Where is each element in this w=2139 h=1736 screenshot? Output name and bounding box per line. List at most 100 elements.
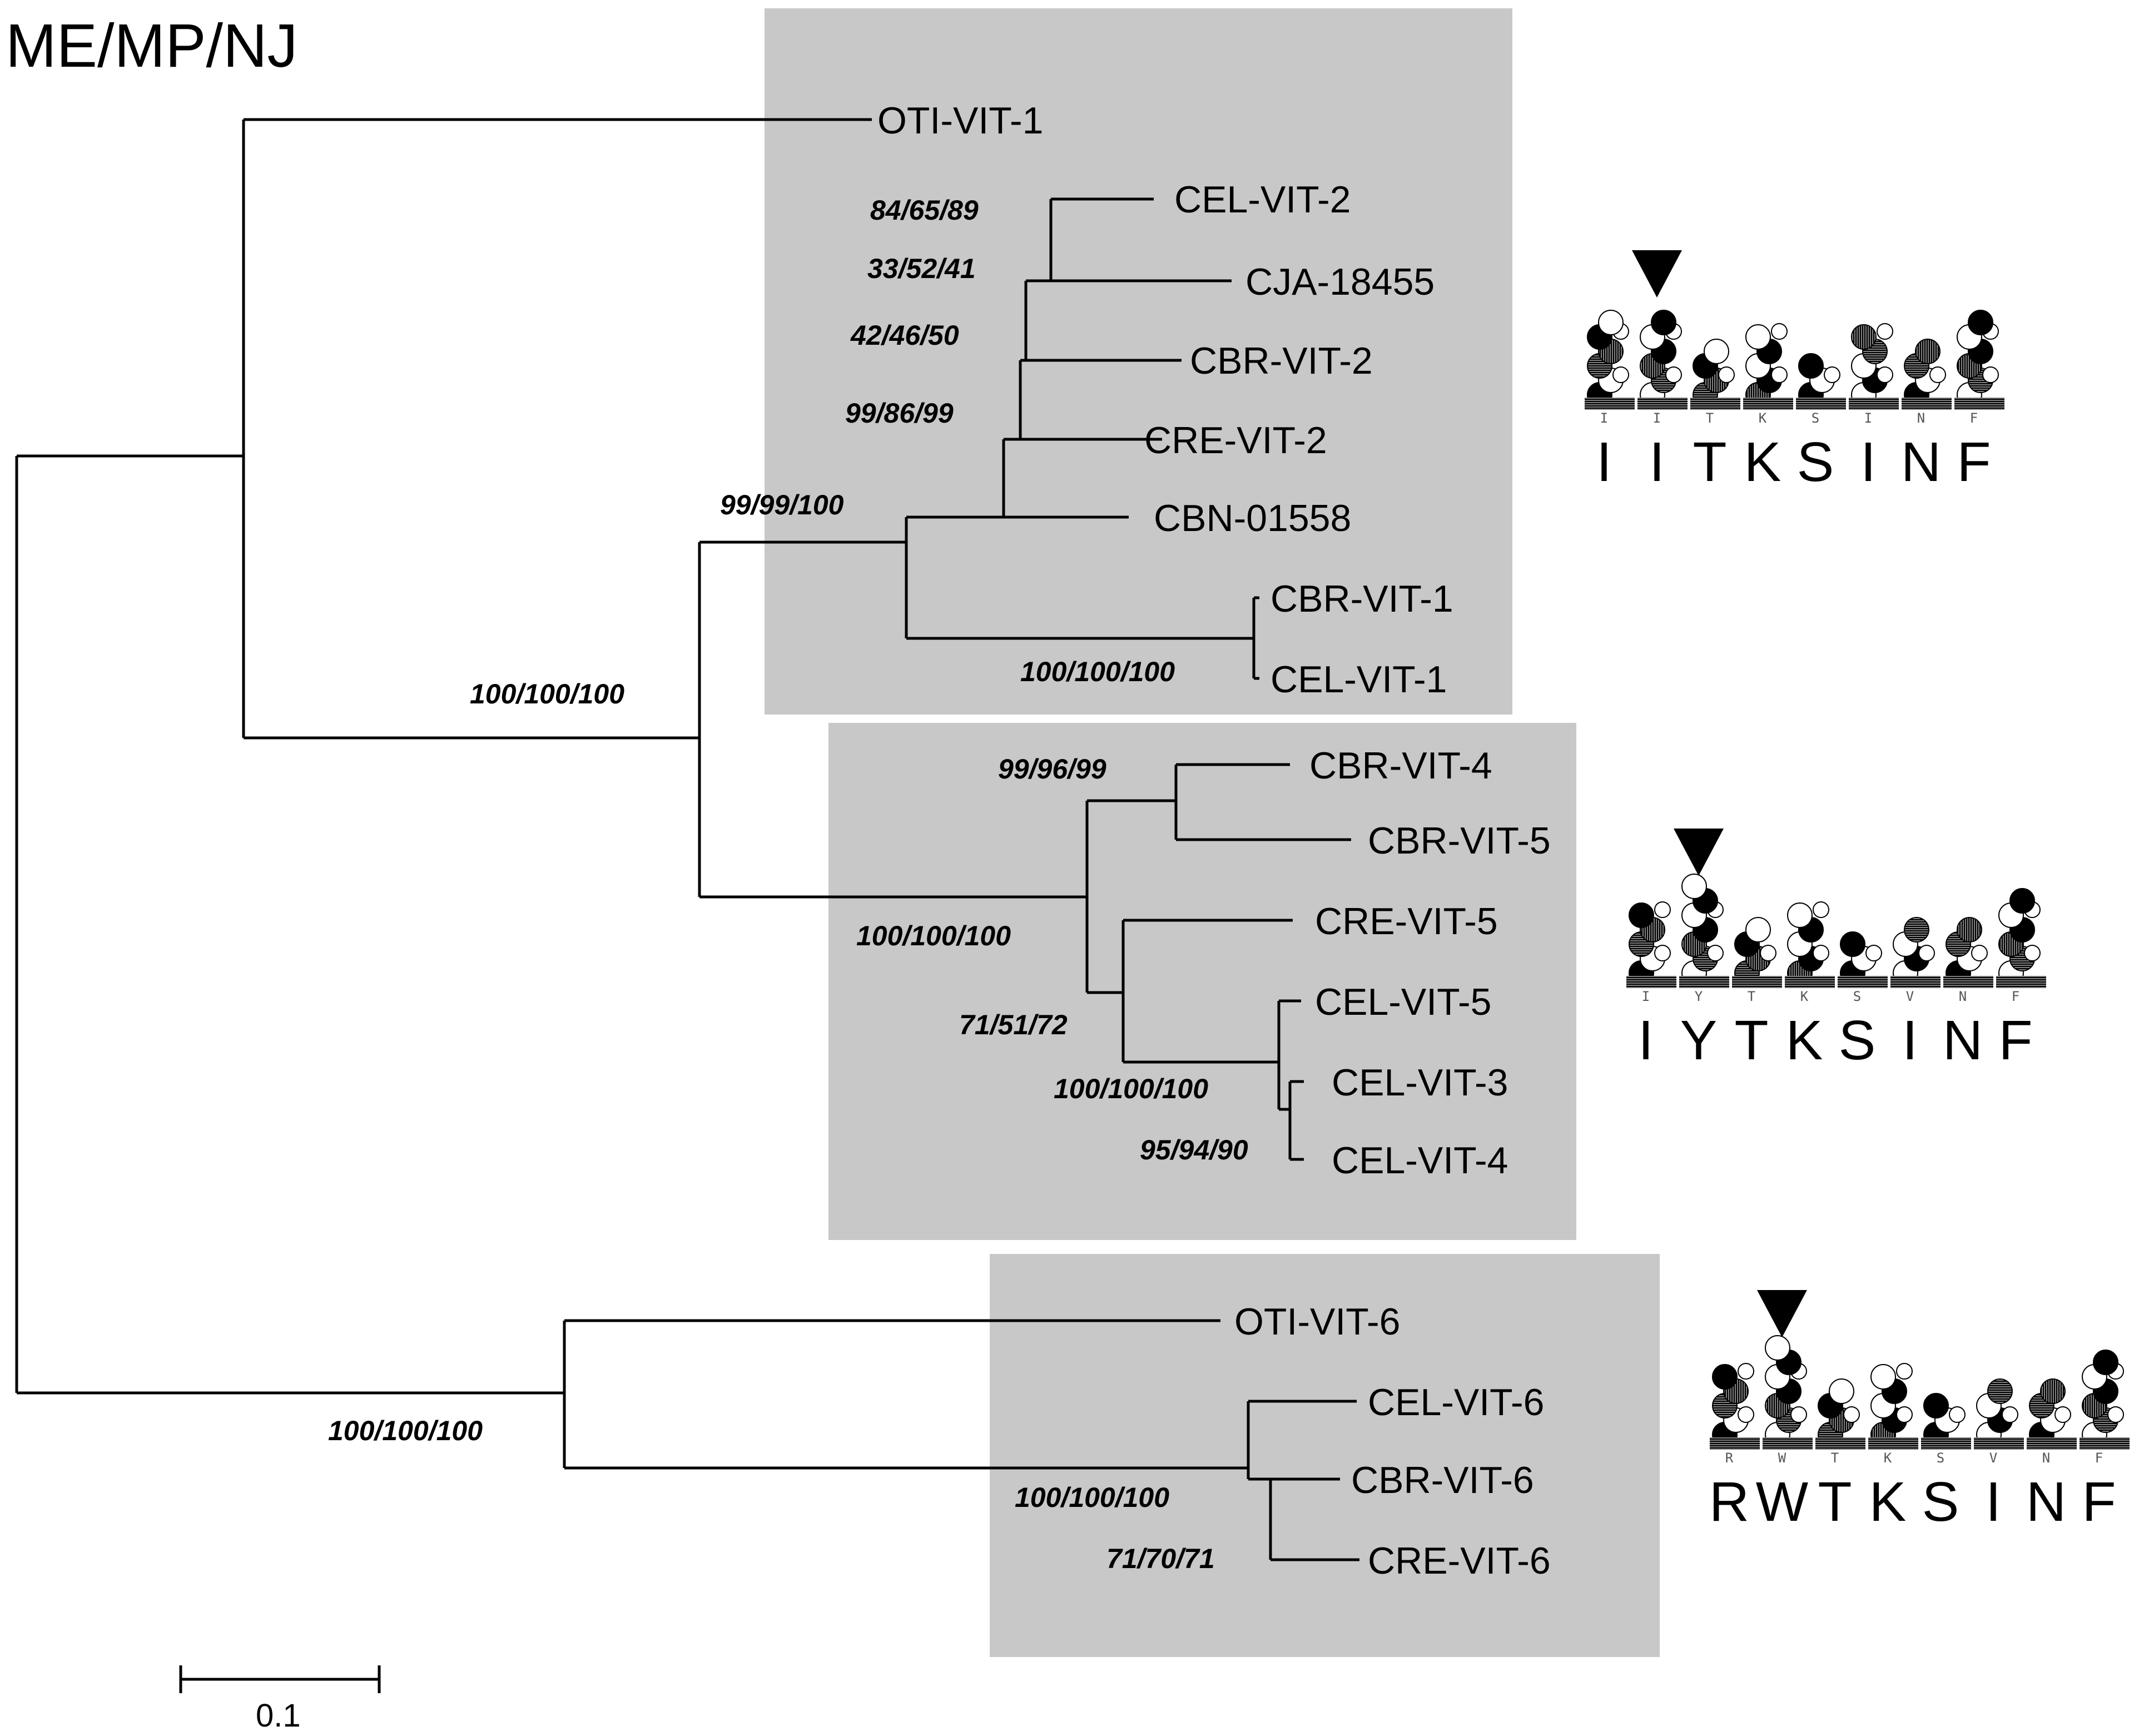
logo-residue-small: T: [1748, 989, 1755, 1004]
logo-residue-letter: N: [1901, 431, 1941, 493]
logo-residue-small: S: [1812, 410, 1819, 426]
logo-base-band: [1815, 1437, 1865, 1450]
taxon-cbr-vit-5: CBR-VIT-5: [1368, 820, 1551, 862]
support-label: 100/100/100: [1015, 1482, 1169, 1513]
logo-residue-letter: F: [1957, 431, 1991, 493]
logo-glyph: [1957, 917, 1982, 943]
logo-glyph: [1949, 1406, 1966, 1423]
logo-glyph: [1896, 1406, 1913, 1423]
logo-glyph: [1629, 902, 1654, 928]
logo-glyph: [1813, 901, 1829, 918]
logo-glyph: [1829, 1378, 1854, 1404]
taxon-cre-vit-2: CRE-VIT-2: [1144, 419, 1327, 462]
logo-residue-small: F: [2095, 1450, 2103, 1466]
taxon-cbr-vit-4: CBR-VIT-4: [1309, 745, 1492, 787]
logo-base-band: [1690, 398, 1740, 410]
logo-residue-small: V: [1906, 989, 1914, 1004]
taxon-cel-vit-3: CEL-VIT-3: [1332, 1062, 1508, 1104]
logo-residue-small: I: [1864, 410, 1872, 426]
logo-base-band: [2027, 1437, 2077, 1450]
logo-glyph: [1771, 323, 1788, 340]
support-label: 42/46/50: [850, 320, 959, 351]
logo-glyph: [1918, 945, 1935, 961]
logo-glyph: [1704, 339, 1729, 364]
logo-base-band: [1796, 398, 1846, 410]
logo-residue-small: K: [1884, 1450, 1892, 1466]
logo-glyph: [1824, 366, 1840, 383]
logo-residue-letter: N: [1943, 1009, 1983, 1072]
logo-glyph: [2107, 1406, 2124, 1423]
arrow-marker-icon: [1757, 1290, 1807, 1337]
logo-residue-letter: I: [1596, 431, 1612, 493]
logo-residue-small: N: [1917, 410, 1925, 426]
logo-glyph: [1915, 339, 1941, 364]
logo-residue-small: F: [1970, 410, 1978, 426]
logo-glyph: [1968, 310, 1993, 335]
taxon-cja-18455: CJA-18455: [1245, 261, 1435, 303]
logo-glyph: [1851, 324, 1877, 350]
logo-glyph: [2024, 945, 2041, 961]
logo-glyph: [1665, 366, 1682, 383]
logo-base-band: [1974, 1437, 2024, 1450]
logo-glyph: [1870, 1364, 1896, 1390]
logo-glyph: [1745, 917, 1771, 943]
logo-residue-small: Y: [1695, 989, 1703, 1004]
logo-residue-small: R: [1725, 1450, 1734, 1466]
taxon-cel-vit-4: CEL-VIT-4: [1332, 1139, 1508, 1182]
logo-glyph: [1707, 945, 1724, 961]
logo-base-band: [1996, 976, 2046, 988]
support-label: 99/86/99: [845, 398, 954, 429]
taxon-labels: OTI-VIT-1 CEL-VIT-2 CJA-18455 CBR-VIT-2 …: [877, 100, 1551, 1582]
logo-residue-letter: N: [2026, 1471, 2066, 1533]
logo-base-band: [1954, 398, 2004, 410]
logo-base-band: [1743, 398, 1793, 410]
taxon-cbr-vit-6: CBR-VIT-6: [1351, 1459, 1534, 1501]
taxon-cbr-vit-1: CBR-VIT-1: [1271, 578, 1453, 620]
figure-title: ME/MP/NJ: [6, 12, 298, 80]
logo-glyph: [1771, 366, 1788, 383]
logo-glyph: [1654, 945, 1671, 961]
support-label: 71/51/72: [959, 1009, 1068, 1040]
logo-glyph: [1971, 945, 1988, 961]
taxon-oti-vit-6: OTI-VIT-6: [1234, 1301, 1400, 1343]
logo-glyph: [2009, 888, 2035, 914]
logo-residue-letter: R: [1709, 1471, 1749, 1533]
logo-residue-small: T: [1706, 410, 1714, 426]
support-label: 99/99/100: [720, 489, 844, 520]
taxon-cel-vit-1: CEL-VIT-1: [1271, 658, 1447, 701]
logo-base-band: [1902, 398, 1952, 410]
logo-residue-letter: I: [1638, 1009, 1654, 1072]
tree-branches: [15, 118, 1359, 1561]
logo-residue-letter: K: [1869, 1471, 1907, 1533]
logo-glyph: [1765, 1335, 1790, 1361]
support-label: 99/96/99: [998, 753, 1106, 785]
logo-residue-letter: I: [1902, 1009, 1918, 1072]
logo-glyph: [1718, 366, 1735, 383]
logo-glyph: [1598, 310, 1624, 335]
logo-glyph: [1896, 1363, 1913, 1380]
logo-base-band: [1710, 1437, 1760, 1450]
scale-bar: 0.1: [179, 1665, 381, 1734]
logo-base-band: [1585, 398, 1635, 410]
logo-glyph: [1877, 323, 1893, 340]
support-label: 100/100/100: [1020, 656, 1175, 687]
logo-residue-letter: Y: [1680, 1009, 1718, 1072]
logo-residue-small: K: [1759, 410, 1767, 426]
logo-glyph: [1654, 901, 1671, 918]
logo-base-band: [1679, 976, 1729, 988]
scale-bar-label: 0.1: [256, 1698, 301, 1734]
taxon-cbn-01558: CBN-01558: [1154, 497, 1351, 539]
logo-residue-small: N: [1959, 989, 1967, 1004]
logo-glyph: [1840, 931, 1865, 957]
logo-glyph: [1877, 366, 1893, 383]
clade-box-vit3-vit5: [828, 723, 1576, 1240]
taxon-cre-vit-5: CRE-VIT-5: [1315, 900, 1498, 943]
logo-residue-small: I: [1653, 410, 1661, 426]
logo-glyph: [1651, 310, 1676, 335]
support-label: 100/100/100: [328, 1415, 483, 1446]
logo-glyph: [2040, 1378, 2066, 1404]
logo-glyph: [1712, 1364, 1738, 1390]
